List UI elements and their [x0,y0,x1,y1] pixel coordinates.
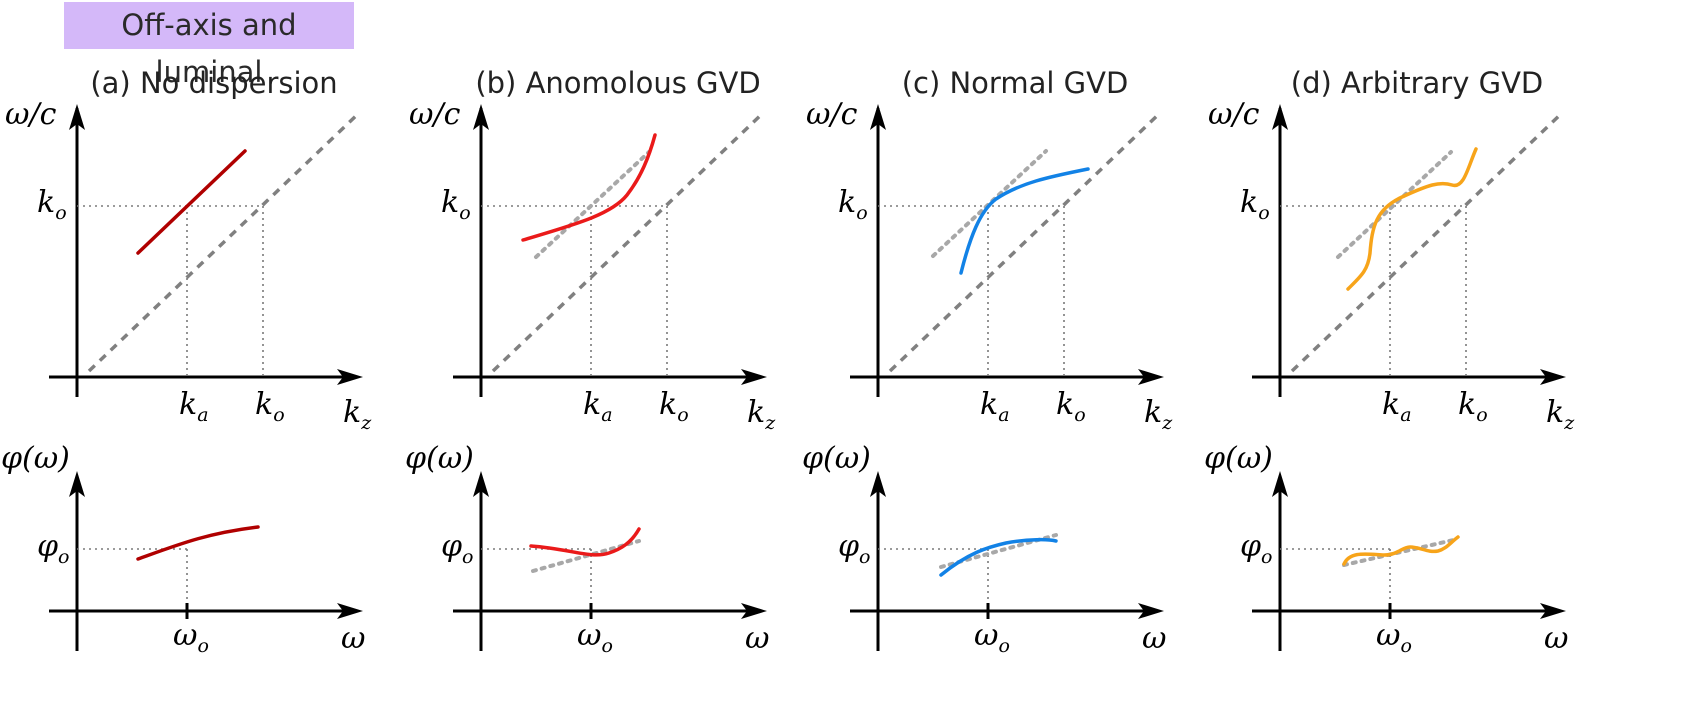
x-tick-omega-o: ωo [1376,618,1412,657]
y-axis-label: ω/c [409,97,461,132]
guide-lines [481,548,592,611]
lower-plot: φ(ω) φo ωo ω [1204,441,1568,657]
upper-plot: ω/c ko ka ko kz [5,97,372,434]
panel-c: (c) Normal GVD ω/c ko ka ko kz φ(ω) φo ωo ω [802,66,1173,657]
luminal-line [491,111,765,373]
x-axis-label: ω [341,621,365,656]
x-axis-label: kz [747,395,776,434]
tangent-line [1336,150,1453,259]
panel-a: (a) No dispersion ω/c ko ka ko kz φ(ω) φo ωo ω [1,66,372,657]
dispersion-curve [521,133,657,242]
guide-lines [1280,205,1467,377]
y-tick-phio: φo [441,529,473,568]
x-axis-label: ω [745,621,769,656]
upper-plot: ω/c ko ka ko kz [409,97,776,434]
axis-arrowhead-right [1138,603,1164,619]
axis-arrowhead-right [1540,369,1566,385]
y-tick-ko: ko [441,185,471,224]
axis-arrowhead-up [69,104,85,130]
guide-lines [77,205,264,377]
x-axis-label: kz [1546,395,1575,434]
axis-arrowhead-right [1138,369,1164,385]
upper-plot: ω/c ko ka ko kz [806,97,1173,434]
x-tick-ka: ka [179,387,209,426]
axis-arrowhead-right [741,603,767,619]
axis-arrowhead-up [1272,104,1288,130]
panel-title: (b) Anomolous GVD [475,66,760,100]
axis-arrowhead-right [337,603,363,619]
x-axis-label: kz [343,395,372,434]
x-axis-label: kz [1144,395,1173,434]
dispersion-curve [1346,147,1478,291]
axis-arrowhead-up [69,471,85,497]
axis-arrowhead-up [473,104,489,130]
y-axis-label: φ(ω) [405,441,474,476]
dispersion-curve [136,149,247,255]
x-tick-ko: ko [659,387,689,426]
luminal-line [87,111,361,373]
x-axis-label: ω [1544,621,1568,656]
panel-title: (a) No dispersion [90,66,337,100]
x-tick-omega-o: ωo [577,618,613,657]
axis-arrowhead-up [870,104,886,130]
axis-arrowhead-up [870,471,886,497]
luminal-line [888,111,1162,373]
panel-title: (c) Normal GVD [902,66,1129,100]
guide-lines [878,205,1065,377]
luminal-line [1290,111,1564,373]
x-tick-ko: ko [1056,387,1086,426]
axis-arrowhead-up [1272,471,1288,497]
guide-lines [481,205,668,377]
phase-curve [939,537,1058,577]
y-tick-ko: ko [1240,185,1270,224]
phase-curve [529,527,641,557]
tangent-line [931,149,1048,258]
figure-banner: Off-axis and luminal [64,2,354,89]
x-axis-label: ω [1142,621,1166,656]
y-axis-label: φ(ω) [802,441,871,476]
guide-lines [878,548,989,611]
y-axis-label: φ(ω) [1,441,70,476]
phase-curve [136,525,260,561]
x-tick-omega-o: ωo [974,618,1010,657]
y-axis-label: ω/c [1208,97,1260,132]
x-tick-ka: ka [1382,387,1412,426]
panel-b: (b) Anomolous GVD ω/c ko ka ko kz φ(ω) φo ωo ω [405,66,776,657]
phase-curve [1342,535,1460,566]
y-tick-ko: ko [838,185,868,224]
panel-d: (d) Arbitrary GVD ω/c ko ka ko kz φ(ω) φo ωo ω [1204,66,1575,657]
x-tick-ko: ko [1458,387,1488,426]
y-tick-phio: φo [37,529,69,568]
axis-arrowhead-right [1540,603,1566,619]
y-axis-label: ω/c [5,97,57,132]
lower-plot: φ(ω) φo ωo ω [802,441,1166,657]
guide-lines [1280,548,1391,611]
axis-arrowhead-right [741,369,767,385]
y-tick-phio: φo [1240,529,1272,568]
x-tick-ka: ka [980,387,1010,426]
guide-lines [77,548,188,611]
y-axis-label: ω/c [806,97,858,132]
x-tick-ka: ka [583,387,613,426]
y-axis-label: φ(ω) [1204,441,1273,476]
dispersion-curve [959,167,1090,275]
upper-plot: ω/c ko ka ko kz [1208,97,1575,434]
tangent-line [534,150,651,259]
axis-arrowhead-right [337,369,363,385]
y-tick-phio: φo [838,529,870,568]
panel-title: (d) Arbitrary GVD [1291,66,1544,100]
lower-plot: φ(ω) φo ωo ω [1,441,365,657]
lower-plot: φ(ω) φo ωo ω [405,441,769,657]
axis-arrowhead-up [473,471,489,497]
x-tick-ko: ko [255,387,285,426]
x-tick-omega-o: ωo [173,618,209,657]
y-tick-ko: ko [37,185,67,224]
